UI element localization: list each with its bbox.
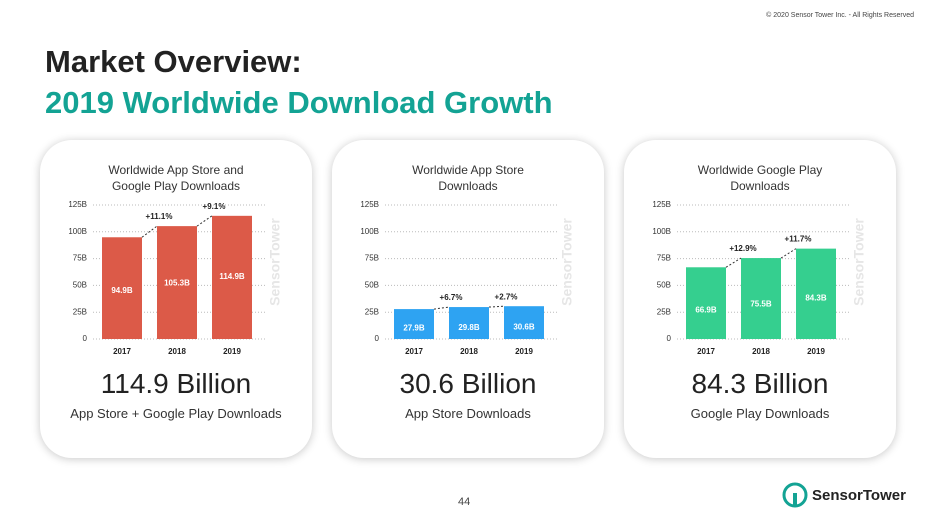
y-tick-label: 125B	[652, 200, 671, 209]
caption: Google Play Downloads	[690, 406, 830, 421]
bar	[449, 307, 489, 339]
x-tick-label: 2019	[515, 347, 533, 356]
y-tick-label: 75B	[657, 254, 671, 263]
card: Worldwide Google Play Downloads 0 25B 50B 75…	[624, 140, 896, 458]
card: Worldwide App Store and Google Play Down…	[40, 140, 312, 458]
x-tick-label: 2017	[113, 347, 131, 356]
headline: 84.3 Billion	[691, 368, 829, 399]
bar	[102, 237, 142, 339]
bar	[504, 306, 544, 339]
data-label: 94.9B	[111, 286, 133, 295]
chart-title: Worldwide App Store Downloads	[412, 163, 524, 193]
watermark: SensorTower	[851, 218, 867, 306]
logo-icon	[782, 482, 808, 508]
growth-connector	[433, 306, 450, 310]
x-tick-label: 2019	[223, 347, 241, 356]
y-tick-label: 50B	[73, 281, 87, 290]
logo: SensorTower	[782, 482, 906, 508]
growth-label: +11.1%	[146, 212, 173, 221]
data-label: 30.6B	[513, 323, 535, 332]
y-tick-label: 0	[375, 334, 380, 343]
y-tick-label: 0	[667, 334, 672, 343]
y-tick-label: 50B	[657, 281, 671, 290]
y-tick-label: 25B	[657, 307, 671, 316]
growth-label: +11.7%	[785, 235, 812, 244]
data-label: 29.8B	[458, 323, 480, 332]
chart: 0 25B 50B 75B 100B 125B SensorTower 2017 27.9B 20…	[360, 200, 575, 356]
y-tick-label: 75B	[365, 254, 379, 263]
growth-label: +12.9%	[729, 244, 756, 253]
y-tick-label: 25B	[73, 307, 87, 316]
y-tick-label: 100B	[360, 227, 379, 236]
watermark: SensorTower	[267, 218, 283, 306]
bar	[796, 248, 836, 339]
x-tick-label: 2018	[460, 347, 478, 356]
caption: App Store + Google Play Downloads	[70, 406, 282, 421]
y-tick-label: 100B	[68, 227, 87, 236]
page-number: 44	[458, 496, 471, 508]
chart: 0 25B 50B 75B 100B 125B SensorTower 2017 66.9B 20…	[652, 200, 867, 356]
data-label: 114.9B	[219, 272, 245, 281]
title: Market Overview:	[45, 44, 302, 79]
y-tick-label: 25B	[365, 307, 379, 316]
growth-connector	[725, 257, 742, 268]
subtitle: 2019 Worldwide Download Growth	[45, 85, 553, 120]
growth-label: +6.7%	[440, 293, 463, 302]
bar	[157, 226, 197, 339]
y-tick-label: 100B	[652, 227, 671, 236]
y-tick-label: 0	[83, 334, 88, 343]
chart: 0 25B 50B 75B 100B 125B SensorTower 2017 94.9B 20…	[68, 200, 283, 356]
growth-connector	[488, 305, 505, 308]
logo-icon	[793, 493, 797, 505]
bar	[394, 309, 434, 339]
x-tick-label: 2017	[697, 347, 715, 356]
y-tick-label: 50B	[365, 281, 379, 290]
x-tick-label: 2018	[752, 347, 770, 356]
data-label: 75.5B	[750, 300, 772, 309]
y-tick-label: 75B	[73, 254, 87, 263]
growth-connector	[780, 248, 797, 259]
watermark: SensorTower	[559, 218, 575, 306]
growth-label: +9.1%	[203, 202, 226, 211]
bar	[212, 215, 252, 339]
caption: App Store Downloads	[405, 406, 531, 421]
growth-label: +2.7%	[495, 292, 518, 301]
bar	[686, 267, 726, 339]
x-tick-label: 2018	[168, 347, 186, 356]
chart-title: Worldwide App Store and Google Play Down…	[108, 163, 244, 193]
chart-title: Worldwide Google Play Downloads	[697, 163, 823, 193]
headline: 30.6 Billion	[399, 368, 537, 399]
y-tick-label: 125B	[68, 200, 87, 209]
y-tick-label: 125B	[360, 200, 379, 209]
growth-connector	[141, 225, 158, 238]
bar	[741, 258, 781, 339]
data-label: 84.3B	[805, 293, 827, 302]
data-label: 27.9B	[403, 324, 425, 333]
logo-text: SensorTower	[812, 487, 906, 504]
headline: 114.9 Billion	[100, 368, 252, 399]
copyright: © 2020 Sensor Tower Inc. - All Rights Re…	[766, 12, 914, 19]
growth-connector	[196, 215, 213, 227]
data-label: 66.9B	[695, 305, 717, 314]
x-tick-label: 2019	[807, 347, 825, 356]
data-label: 105.3B	[164, 279, 190, 288]
card: Worldwide App Store Downloads 0 25B 50B 75B 1…	[332, 140, 604, 458]
x-tick-label: 2017	[405, 347, 423, 356]
